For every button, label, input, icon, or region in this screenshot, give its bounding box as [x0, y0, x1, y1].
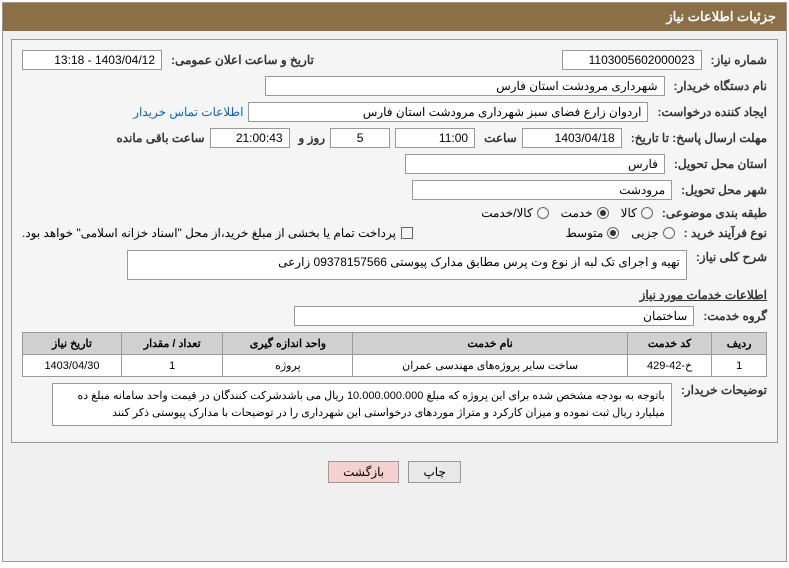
requester-value: اردوان زارع فضای سبز شهرداری مرودشت استا… — [248, 102, 648, 122]
contact-link[interactable]: اطلاعات تماس خریدار — [133, 105, 243, 119]
th-qty: تعداد / مقدار — [121, 333, 223, 355]
deadline-time: 11:00 — [395, 128, 475, 148]
category-label: طبقه بندی موضوعی: — [658, 206, 767, 220]
td-date: 1403/04/30 — [23, 355, 122, 377]
time-label: ساعت — [480, 131, 517, 145]
payment-note: پرداخت تمام یا بخشی از مبلغ خرید،از محل … — [22, 226, 396, 240]
buyer-notes-value: باتوجه به بودجه مشخص شده برای این پروژه … — [52, 383, 672, 426]
td-name: ساخت سایر پروژه‌های مهندسی عمران — [353, 355, 628, 377]
table-row: 1 خ-42-429 ساخت سایر پروژه‌های مهندسی عم… — [23, 355, 767, 377]
services-table: ردیف کد خدمت نام خدمت واحد اندازه گیری ت… — [22, 332, 767, 377]
page-header: جزئیات اطلاعات نیاز — [3, 3, 786, 31]
city-label: شهر محل تحویل: — [677, 183, 767, 197]
th-date: تاریخ نیاز — [23, 333, 122, 355]
service-group-value: ساختمان — [294, 306, 694, 326]
days-value: 5 — [330, 128, 390, 148]
purchase-type-label: نوع فرآیند خرید : — [680, 226, 767, 240]
purchase-type-radios: جزیی متوسط — [566, 226, 675, 240]
days-label: روز و — [295, 131, 326, 145]
remaining-label: ساعت باقی مانده — [112, 131, 204, 145]
td-qty: 1 — [121, 355, 223, 377]
th-unit: واحد اندازه گیری — [223, 333, 353, 355]
radio-goods-service[interactable] — [537, 207, 549, 219]
service-group-label: گروه خدمت: — [699, 309, 767, 323]
radio-medium[interactable] — [607, 227, 619, 239]
buyer-notes-label: توضیحات خریدار: — [677, 383, 767, 397]
city-value: مرودشت — [412, 180, 672, 200]
back-button[interactable]: بازگشت — [328, 461, 399, 483]
th-code: کد خدمت — [627, 333, 711, 355]
announce-value: 1403/04/12 - 13:18 — [22, 50, 162, 70]
radio-service[interactable] — [597, 207, 609, 219]
need-desc-label: شرح کلی نیاز: — [692, 250, 767, 264]
category-radios: کالا خدمت کالا/خدمت — [481, 206, 653, 220]
announce-label: تاریخ و ساعت اعلان عمومی: — [167, 53, 314, 67]
need-number-value: 1103005602000023 — [562, 50, 702, 70]
page-title: جزئیات اطلاعات نیاز — [666, 9, 776, 24]
services-section-title: اطلاعات خدمات مورد نیاز — [22, 288, 767, 302]
deadline-date: 1403/04/18 — [522, 128, 622, 148]
countdown-value: 21:00:43 — [210, 128, 290, 148]
button-row: چاپ بازگشت — [3, 451, 786, 493]
need-number-label: شماره نیاز: — [707, 53, 767, 67]
requester-label: ایجاد کننده درخواست: — [653, 105, 767, 119]
payment-checkbox[interactable] — [401, 227, 413, 239]
radio-goods[interactable] — [641, 207, 653, 219]
deadline-label: مهلت ارسال پاسخ: تا تاریخ: — [627, 131, 767, 145]
need-desc-value: تهیه و اجرای تک لبه از نوع وت پرس مطابق … — [127, 250, 687, 280]
td-unit: پروژه — [223, 355, 353, 377]
province-value: فارس — [405, 154, 665, 174]
province-label: استان محل تحویل: — [670, 157, 767, 171]
print-button[interactable]: چاپ — [408, 461, 460, 483]
buyer-org-value: شهرداری مرودشت استان فارس — [265, 76, 665, 96]
td-code: خ-42-429 — [627, 355, 711, 377]
th-row: ردیف — [712, 333, 767, 355]
td-num: 1 — [712, 355, 767, 377]
radio-partial[interactable] — [663, 227, 675, 239]
buyer-org-label: نام دستگاه خریدار: — [670, 79, 768, 93]
th-name: نام خدمت — [353, 333, 628, 355]
